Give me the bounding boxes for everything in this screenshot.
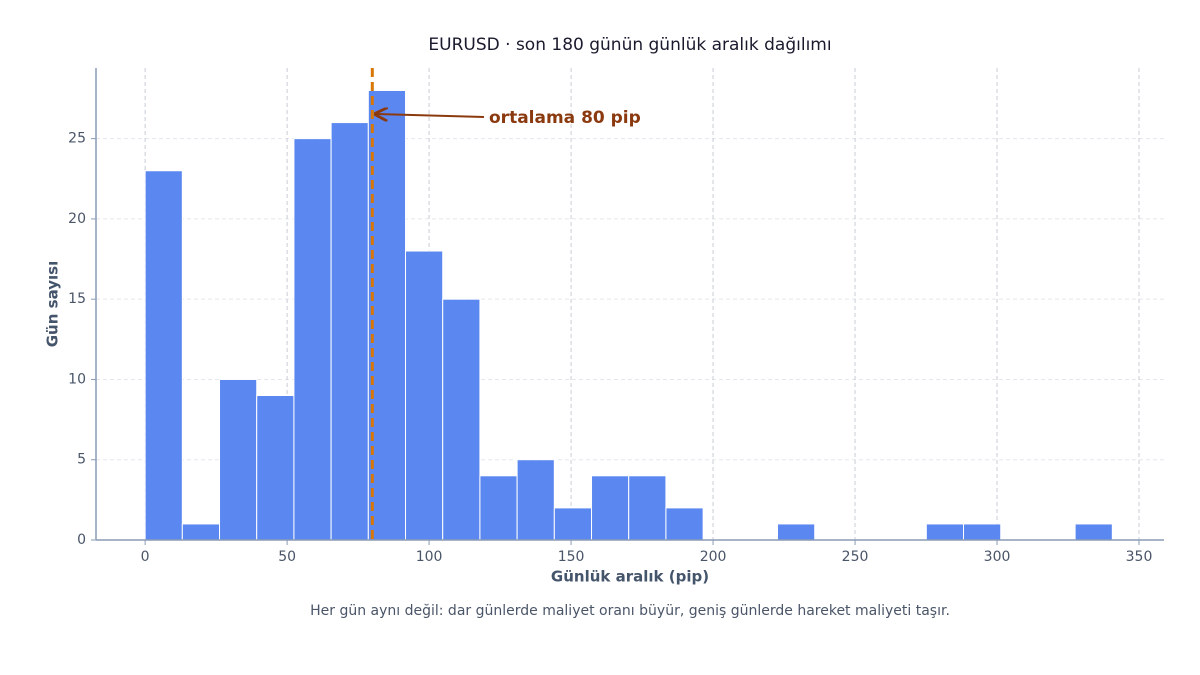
bar — [442, 298, 481, 541]
caption: Her gün aynı değil: dar günlerde maliyet… — [310, 603, 950, 619]
bar — [777, 523, 816, 541]
bar — [925, 523, 965, 541]
bar — [553, 507, 593, 541]
y-tick-label: 0 — [77, 532, 86, 548]
x-tick-label: 200 — [700, 549, 727, 565]
y-axis-label: Gün sayısı — [44, 261, 62, 347]
bar — [963, 523, 1002, 541]
x-tick-label: 300 — [984, 549, 1011, 565]
bar — [293, 138, 332, 541]
bar — [665, 507, 704, 541]
bar — [1074, 523, 1113, 541]
bar — [628, 475, 667, 541]
bar — [516, 459, 555, 541]
annotation: ortalama 80 pip — [489, 108, 641, 128]
chart-title: EURUSD · son 180 günün günlük aralık dağ… — [428, 35, 831, 55]
x-axis-label: Günlük aralık (pip) — [551, 568, 709, 586]
x-tick-label: 150 — [558, 549, 585, 565]
bar — [479, 475, 518, 541]
x-tick-label: 0 — [141, 549, 150, 565]
bar — [181, 523, 221, 541]
bar — [591, 475, 630, 541]
annotation-arrow — [375, 114, 485, 117]
y-tick-label: 10 — [68, 371, 86, 387]
bar — [256, 395, 295, 541]
bar — [405, 250, 444, 541]
bar — [144, 170, 183, 541]
bar — [367, 89, 407, 541]
x-tick-label: 50 — [278, 549, 296, 565]
bar — [219, 378, 258, 541]
y-tick-label: 20 — [68, 211, 86, 227]
x-tick-label: 350 — [1126, 549, 1153, 565]
bar — [330, 122, 369, 541]
y-tick-label: 5 — [77, 452, 86, 468]
x-tick-label: 250 — [842, 549, 869, 565]
y-tick-label: 15 — [68, 291, 86, 307]
y-tick-label: 25 — [68, 131, 86, 147]
x-tick-label: 100 — [416, 549, 443, 565]
